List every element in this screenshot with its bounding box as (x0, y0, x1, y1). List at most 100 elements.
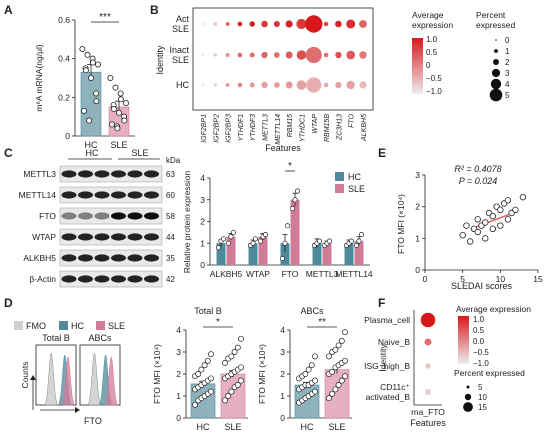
c-legend-swatch (335, 172, 344, 181)
b-color-bar (412, 38, 423, 94)
d-point (302, 371, 309, 377)
d-point (338, 338, 345, 344)
c-bar-sle (226, 236, 236, 265)
c-band-label: METTL14 (19, 190, 57, 200)
b-dot (305, 15, 323, 33)
a-point (95, 61, 102, 68)
b-dot (346, 50, 356, 60)
e-y-tick-label: 3 (415, 170, 420, 180)
a-point (82, 67, 89, 74)
d-point (234, 382, 241, 388)
d-hist-title: Total B (42, 333, 70, 343)
b-dot (359, 81, 367, 89)
f-size-dot (464, 393, 472, 401)
d0-y-tick-label: 1 (176, 391, 181, 401)
d0-y-tick-label: 2 (176, 369, 181, 379)
b-dot (296, 50, 307, 60)
d-hist-title: ABCs (88, 333, 112, 343)
d-hist-curve-fmo (88, 352, 101, 406)
c-point (326, 238, 333, 244)
c-band (94, 233, 110, 241)
c-band-label: WTAP (32, 232, 56, 242)
d-x-tick-label: HC (301, 422, 314, 432)
b-dot (323, 82, 329, 88)
d-significance: * (216, 317, 220, 328)
e-point (482, 235, 489, 242)
c-band (61, 254, 77, 262)
c-band (144, 170, 159, 178)
b-col-label: ZC3H13 (336, 114, 343, 141)
e-y-tick-label: 0 (415, 265, 420, 275)
c-point (294, 188, 301, 194)
b-dot (237, 21, 243, 27)
b-color-tick: −1.0 (426, 87, 442, 96)
d-significance: ** (318, 317, 326, 328)
d-hist-curve-fmo (45, 352, 58, 406)
a-point (117, 96, 124, 103)
c-point (220, 236, 227, 242)
d-point (204, 357, 211, 364)
b-col-label: IGF2BP3 (226, 114, 233, 143)
d1-y-tick-label: 2 (280, 369, 285, 379)
a-point (112, 84, 119, 91)
b-dot (359, 20, 367, 28)
c-band (78, 212, 93, 220)
b-col-label: METTL14 (275, 114, 282, 145)
panel-letter-b: B (150, 3, 159, 17)
b-size-legend-title: expressed (476, 20, 515, 30)
e-point (504, 197, 512, 204)
a-point (117, 90, 124, 97)
c-significance: * (288, 161, 292, 172)
e-point (504, 216, 512, 223)
c-band (94, 275, 110, 283)
c-kda-label: 42 (166, 275, 175, 284)
b-size-tick: 0 (505, 36, 510, 45)
c-band (61, 212, 77, 220)
c-point (262, 232, 269, 238)
c-bar-hc (216, 243, 226, 265)
b-size-dot (489, 88, 503, 102)
c-band (127, 233, 143, 241)
panel-letter-e: E (378, 146, 386, 160)
c-band (127, 212, 143, 220)
b-size-dot (493, 59, 499, 65)
c-x-tick-label: METTL3 (306, 269, 339, 279)
b-col-label: IGF2BP1 (201, 114, 208, 143)
c-band (78, 275, 93, 283)
f-size-dot (463, 402, 473, 412)
b-y-label: Identity (155, 45, 165, 75)
c-band (127, 254, 143, 262)
c-band (144, 275, 159, 283)
b-plot-frame (192, 7, 374, 111)
b-dot (335, 81, 342, 89)
f-color-tick: −0.5 (473, 348, 489, 357)
c-kda-label: 63 (166, 170, 175, 179)
c-bar-hc (248, 243, 258, 265)
a-point (84, 51, 91, 58)
c-band-label: FTO (39, 211, 56, 221)
e-x-tick-label: 10 (496, 274, 506, 284)
a-y-label: m⁶A mRNA(ng/μl) (34, 44, 44, 112)
a-y-tick-label: 0.2 (58, 92, 70, 102)
d-x-tick-label: SLE (224, 422, 241, 432)
d-point (192, 401, 198, 408)
b-dot (261, 51, 268, 59)
f-size-legend-title: Percent expressed (454, 368, 525, 378)
f-color-tick: 0.5 (473, 326, 485, 335)
d-x-tick-label: HC (197, 422, 210, 432)
b-row-label: Act (176, 14, 190, 24)
b-dot (213, 53, 217, 57)
a-point (89, 59, 96, 66)
c-band (111, 233, 126, 241)
f-row-label: CD11c⁺ (380, 382, 410, 392)
c-bar-sle (258, 236, 268, 265)
panel-letter-f: F (378, 296, 385, 310)
d-fto-arrowhead (75, 407, 80, 413)
c-band (61, 191, 77, 199)
b-dot (225, 22, 230, 26)
d0-y-tick-label: 4 (176, 325, 181, 335)
d-point (208, 388, 214, 395)
d-point (234, 344, 241, 351)
d1-y-tick-label: 4 (280, 325, 285, 335)
e-point (512, 206, 519, 214)
